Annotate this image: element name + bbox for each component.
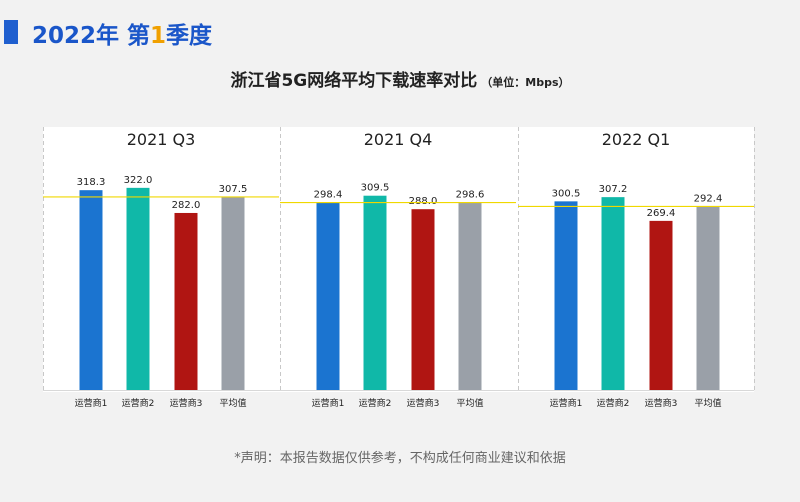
bar	[554, 201, 578, 390]
bar	[126, 187, 150, 390]
panel-title: 2021 Q4	[364, 130, 433, 149]
category-label: 运营商2	[122, 397, 155, 409]
bar	[601, 197, 625, 390]
category-label: 运营商1	[550, 397, 583, 409]
data-label: 298.6	[456, 190, 485, 201]
data-label: 288.0	[409, 196, 438, 207]
data-label: 307.2	[599, 184, 628, 195]
category-label: 运营商3	[170, 397, 203, 409]
header-quarter-number: 1	[150, 23, 167, 49]
chart-unit: （单位：Mbps）	[481, 76, 570, 89]
category-label: 平均值	[694, 397, 721, 409]
bar	[363, 195, 387, 390]
bar	[221, 196, 245, 390]
chart-title: 浙江省5G网络平均下载速率对比 （单位：Mbps）	[0, 66, 800, 91]
category-label: 运营商1	[75, 397, 108, 409]
category-label: 平均值	[219, 397, 246, 409]
data-label: 307.5	[219, 184, 248, 195]
category-label: 运营商3	[407, 397, 440, 409]
plot-background	[43, 127, 754, 392]
header-quarter-suffix: 季度	[166, 23, 213, 49]
panel-title: 2021 Q3	[127, 130, 196, 149]
bar	[696, 206, 720, 390]
panel-title: 2022 Q1	[602, 130, 671, 149]
bar	[411, 209, 435, 390]
bar	[79, 190, 103, 390]
chart-title-text: 浙江省5G网络平均下载速率对比	[230, 71, 478, 91]
bar	[458, 202, 482, 390]
header-quarter-prefix: 第	[127, 23, 151, 49]
category-label: 运营商2	[597, 397, 630, 409]
header-bar: 2022年 第1季度	[0, 0, 800, 60]
data-label: 322.0	[124, 175, 153, 186]
data-label: 269.4	[647, 208, 676, 219]
data-label: 282.0	[172, 200, 201, 211]
category-label: 运营商3	[645, 397, 678, 409]
category-label: 平均值	[456, 397, 483, 409]
category-label: 运营商1	[312, 397, 345, 409]
data-label: 292.4	[694, 193, 723, 204]
data-label: 298.4	[314, 190, 343, 201]
bar	[174, 212, 198, 390]
disclaimer: *声明：本报告数据仅供参考，不构成任何商业建议和依据	[234, 451, 566, 466]
data-label: 309.5	[361, 183, 390, 194]
data-label: 318.3	[77, 177, 106, 188]
category-label: 运营商2	[359, 397, 392, 409]
header-year: 2022年	[32, 23, 120, 49]
header-title: 2022年 第1季度	[32, 16, 212, 50]
data-label: 300.5	[552, 188, 581, 199]
header-accent	[4, 20, 18, 44]
bar	[316, 202, 340, 390]
bar	[649, 220, 673, 390]
